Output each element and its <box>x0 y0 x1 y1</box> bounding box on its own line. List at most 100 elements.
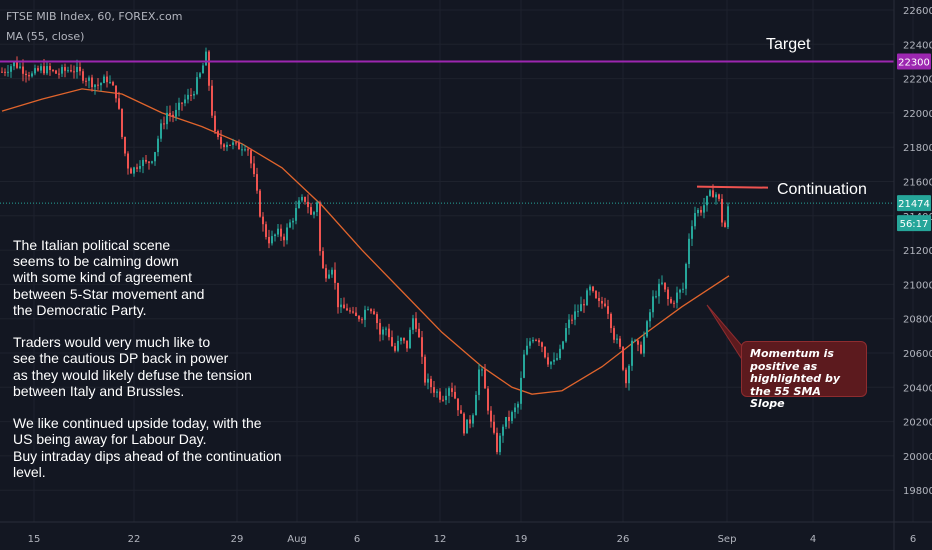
candle-body <box>349 310 351 312</box>
x-tick-label: 6 <box>354 534 360 545</box>
candle-body <box>412 318 414 330</box>
candle-body <box>352 311 354 313</box>
candle-body <box>643 336 645 354</box>
candle-body <box>565 328 567 342</box>
candle-body <box>226 144 228 148</box>
candle-body <box>34 68 36 74</box>
candle-body <box>241 149 243 151</box>
candle-body <box>430 378 432 388</box>
callout-arrow-layer <box>706 304 744 360</box>
candle-body <box>100 83 102 86</box>
candle-body <box>556 358 558 360</box>
candle-body <box>277 228 279 235</box>
candle-body <box>583 304 585 306</box>
candle-body <box>652 296 654 313</box>
candle-body <box>634 340 636 342</box>
candle-body <box>424 356 426 383</box>
indicator-legend[interactable]: MA (55, close) <box>6 30 85 43</box>
candle-body <box>112 82 114 86</box>
candle-body <box>391 337 393 347</box>
candle-body <box>598 298 600 301</box>
candle-body <box>613 328 615 340</box>
candle-body <box>298 200 300 209</box>
candle-body <box>184 99 186 104</box>
candle-body <box>568 319 570 329</box>
countdown-badge-bg <box>897 215 931 232</box>
candle-body <box>703 205 705 213</box>
candle-body <box>259 190 261 217</box>
candle-body <box>103 76 105 84</box>
candle-body <box>205 51 207 66</box>
candle-body <box>535 339 537 341</box>
candle-body <box>415 318 417 329</box>
candle-body <box>418 328 420 338</box>
y-tick-label: 20400 <box>903 383 932 394</box>
candles-layer <box>1 47 729 456</box>
candle-body <box>31 73 33 77</box>
symbol-legend[interactable]: FTSE MIB Index, 60, FOREX.com <box>6 10 183 23</box>
candle-body <box>649 312 651 322</box>
candle-body <box>148 161 150 163</box>
candle-body <box>370 309 372 312</box>
candle-body <box>727 206 729 228</box>
y-tick-label: 21800 <box>903 143 932 154</box>
candle-body <box>94 84 96 88</box>
candle-body <box>208 51 210 86</box>
candle-body <box>364 309 366 320</box>
candle-body <box>595 291 597 299</box>
candle-body <box>52 69 54 71</box>
candle-body <box>544 346 546 358</box>
candle-body <box>196 77 198 94</box>
candle-body <box>85 80 87 82</box>
candle-body <box>280 228 282 237</box>
candle-body <box>376 314 378 324</box>
target-badge-bg <box>897 53 931 70</box>
y-tick-label: 20000 <box>903 452 932 463</box>
candle-body <box>475 394 477 416</box>
candle-body <box>445 395 447 401</box>
candle-body <box>400 337 402 341</box>
candle-body <box>67 70 69 72</box>
candle-body <box>124 136 126 154</box>
candle-body <box>292 220 294 223</box>
candle-body <box>178 102 180 110</box>
candle-body <box>358 315 360 320</box>
continuation-label: Continuation <box>777 181 867 198</box>
candle-body <box>505 416 507 427</box>
candle-body <box>181 102 183 104</box>
candle-body <box>421 337 423 357</box>
candle-body <box>1 71 3 73</box>
candle-body <box>133 167 135 174</box>
candle-body <box>286 227 288 241</box>
candle-body <box>142 159 144 166</box>
y-tick-label: 19800 <box>903 486 932 497</box>
candle-body <box>22 66 24 74</box>
time-axis[interactable]: 15 22 29 Aug 6 12 19 26 Sep 4 6 <box>0 521 932 545</box>
candle-body <box>709 190 711 196</box>
candle-body <box>472 415 474 424</box>
candle-body <box>409 329 411 349</box>
candle-body <box>499 435 501 453</box>
candle-body <box>250 150 252 164</box>
price-axis[interactable]: 19800 20000 20200 20400 20600 20800 21000 21200… <box>893 0 932 550</box>
candle-body <box>319 202 321 252</box>
candle-body <box>442 399 444 401</box>
candle-body <box>640 344 642 354</box>
x-tick-label: 6 <box>910 534 916 545</box>
y-tick-label: 22200 <box>903 75 932 86</box>
last-price-badge: 21474 <box>898 199 930 210</box>
candle-body <box>508 416 510 421</box>
candle-body <box>40 66 42 71</box>
candle-body <box>313 212 315 215</box>
y-tick-label: 22400 <box>903 40 932 51</box>
candle-body <box>529 341 531 346</box>
candle-body <box>211 85 213 116</box>
candle-body <box>334 269 336 283</box>
y-tick-label: 22000 <box>903 109 932 120</box>
candle-body <box>427 378 429 383</box>
candle-body <box>139 165 141 169</box>
y-tick-label: 20600 <box>903 349 932 360</box>
x-tick-label: 26 <box>617 534 630 545</box>
candle-body <box>625 369 627 384</box>
